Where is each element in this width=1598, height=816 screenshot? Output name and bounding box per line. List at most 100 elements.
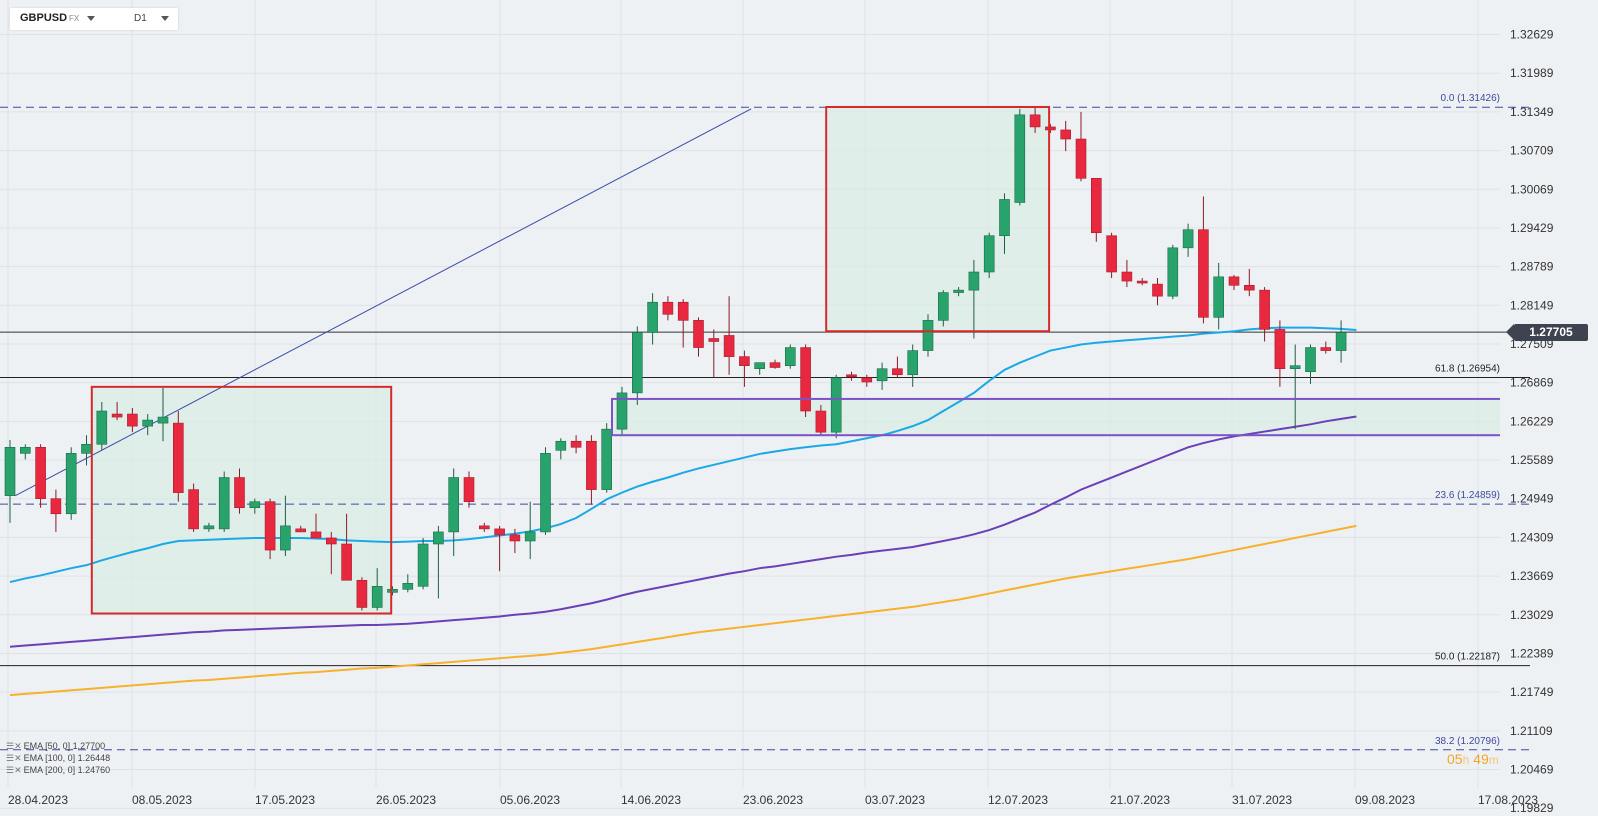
candle-up-body [433, 531, 444, 545]
candle-up-body [96, 410, 108, 445]
symbol-selector[interactable]: GBPUSD FX D1 [10, 8, 178, 30]
candle [1320, 341, 1332, 354]
candle [723, 296, 735, 375]
trendline[interactable] [15, 108, 752, 497]
time-axis[interactable]: 28.04.2023 08.05.2023 17.05.2023 26.05.2023… [8, 793, 1538, 807]
time-axis-label: 21.07.2023 [1110, 793, 1170, 807]
candle-down-body [1274, 329, 1286, 370]
candle-up-body [784, 347, 796, 366]
candle-up-body [1213, 276, 1224, 318]
candle [937, 290, 949, 327]
price-axis-label: 1.28149 [1510, 298, 1554, 312]
time-axis-label: 17.05.2023 [255, 793, 315, 807]
price-axis-label: 1.28789 [1510, 260, 1554, 274]
candle-down-body [341, 543, 352, 581]
candle [1305, 344, 1316, 384]
candle [1152, 278, 1163, 306]
candle-down-body [708, 338, 720, 342]
candle-down-body [173, 422, 184, 493]
candle-up-body [754, 362, 766, 370]
candle-down-body [861, 377, 873, 383]
candle [310, 513, 322, 539]
candle-up-body [616, 392, 628, 430]
trendline[interactable] [15, 108, 752, 497]
zone-fill [612, 398, 1500, 436]
candle-down-body [1106, 235, 1117, 273]
candle-up-body [922, 320, 934, 351]
price-axis-label: 1.24309 [1510, 530, 1554, 544]
candle-down-body [739, 356, 750, 366]
candle [142, 414, 153, 436]
candle-down-body [1228, 276, 1240, 286]
candle [876, 362, 888, 390]
price-axis-label: 1.26869 [1510, 376, 1554, 390]
zone-borders[interactable] [90, 105, 1530, 615]
candle-up-body [968, 271, 980, 291]
candle-down-body [295, 528, 307, 533]
time-axis-label: 12.07.2023 [988, 793, 1048, 807]
candle-down-body [310, 531, 322, 539]
candle-down-body [723, 335, 735, 357]
candle-down-body [815, 410, 827, 433]
candle [1244, 268, 1255, 297]
settings-icon[interactable]: ☰✕ [6, 753, 22, 763]
candle [815, 404, 827, 436]
candle-up-body [1289, 365, 1301, 370]
candle [249, 498, 261, 514]
candle-down-body [35, 446, 46, 499]
candle [769, 359, 781, 369]
zone-red-box[interactable] [90, 385, 393, 615]
candle [509, 528, 521, 554]
candle-up-body [1167, 247, 1179, 297]
candle [433, 525, 444, 599]
candle [616, 386, 628, 436]
candle-up-body [876, 368, 888, 382]
timeframe-label[interactable]: D1 [134, 13, 147, 24]
candle [65, 447, 77, 520]
candle [830, 374, 842, 439]
time-axis-label: 23.06.2023 [743, 793, 803, 807]
time-axis-label: 14.06.2023 [621, 793, 681, 807]
price-axis-label: 1.23029 [1510, 608, 1554, 622]
price-axis-label: 1.29429 [1510, 221, 1554, 235]
candle-down-body [1075, 138, 1087, 179]
candle [280, 495, 291, 557]
candle-down-body [111, 413, 123, 418]
candle-up-body [953, 289, 964, 293]
time-axis-label: 26.05.2023 [376, 793, 436, 807]
timeframe-dropdown-icon[interactable] [161, 16, 169, 21]
legend-ema-100[interactable]: ☰✕ EMA [100, 0] 1.26448 [6, 753, 111, 763]
symbol-dropdown-icon[interactable] [87, 16, 95, 21]
settings-icon[interactable]: ☰✕ [6, 741, 22, 751]
price-axis-label: 1.31989 [1510, 66, 1554, 80]
zone-purple-box[interactable] [611, 397, 1530, 437]
settings-icon[interactable]: ☰✕ [6, 765, 22, 775]
legend-ema-200[interactable]: ☰✕ EMA [200, 0] 1.24760 [6, 765, 111, 775]
candle-down-body [769, 362, 781, 368]
zone-red-box[interactable] [825, 105, 1051, 333]
price-axis-label: 1.31349 [1510, 105, 1554, 119]
candle [387, 586, 398, 596]
candle [693, 317, 704, 357]
legend-ema-50[interactable]: ☰✕ EMA [50, 0] 1.27700 [6, 741, 106, 751]
candle-down-body [494, 528, 505, 536]
candle-down-body [127, 413, 138, 427]
candle-down-body [50, 498, 62, 515]
candle-up-body [1335, 332, 1347, 351]
candle-down-body [1244, 284, 1255, 291]
price-axis[interactable]: 1.32629 1.31989 1.31349 1.30709 1.30069 1.294… [1510, 28, 1554, 816]
candle-up-body [1305, 347, 1316, 373]
fib-level-label: 0.0 (1.31426) [1441, 93, 1501, 104]
candle-up-body [157, 416, 169, 424]
candle-up-body [218, 477, 230, 530]
candle-up-body [448, 477, 460, 533]
candle-down-body [1198, 229, 1209, 318]
candle [4, 440, 16, 523]
candle-up-body [555, 440, 567, 451]
candle [677, 299, 689, 348]
candle-up-body [540, 453, 551, 533]
candle-down-body [264, 501, 276, 551]
candle-down-body [892, 368, 903, 376]
candle [264, 498, 276, 560]
